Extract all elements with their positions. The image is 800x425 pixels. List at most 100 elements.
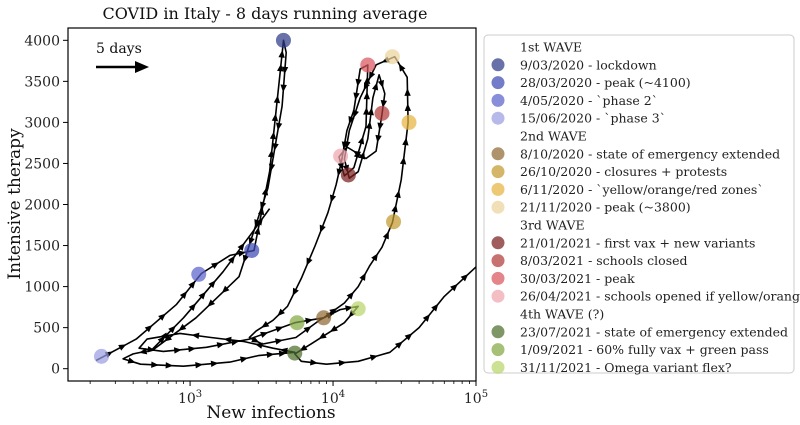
direction-arrow — [363, 107, 370, 115]
direction-arrow — [216, 342, 225, 349]
x-tick-label: 104 — [321, 389, 345, 407]
legend-marker — [491, 254, 505, 268]
legend-marker — [491, 111, 505, 125]
event-point — [275, 32, 291, 48]
direction-arrow — [371, 82, 379, 91]
direction-arrow — [329, 325, 338, 332]
event-point — [340, 167, 356, 183]
direction-arrow — [431, 303, 439, 312]
legend-label: 28/03/2020 - peak (~4100) — [520, 75, 691, 90]
y-tick-label: 2000 — [24, 198, 60, 214]
legend-marker — [491, 325, 505, 339]
direction-arrow — [279, 347, 288, 354]
legend-marker — [491, 236, 505, 250]
direction-arrow — [346, 291, 354, 300]
direction-arrow — [329, 194, 337, 203]
legend-label: 23/07/2021 - state of emergency extended — [520, 324, 788, 339]
direction-arrow — [188, 303, 197, 312]
direction-arrow — [280, 84, 287, 93]
legend-marker — [491, 165, 505, 179]
event-point — [244, 242, 260, 258]
trajectory-series — [95, 39, 477, 369]
direction-arrow — [402, 137, 409, 146]
direction-arrow — [404, 103, 412, 111]
direction-arrow — [179, 291, 188, 300]
direction-arrow — [242, 254, 249, 263]
y-tick-label: 3500 — [24, 74, 60, 90]
direction-arrow — [303, 326, 312, 334]
direction-arrow — [221, 285, 230, 294]
direction-arrow — [278, 50, 285, 58]
y-tick-label: 3000 — [24, 115, 60, 131]
direction-arrow — [210, 360, 219, 367]
direction-arrow — [281, 66, 289, 75]
direction-arrow — [355, 78, 362, 87]
direction-arrow — [260, 201, 267, 210]
direction-arrow — [151, 361, 159, 368]
event-markers — [93, 32, 417, 364]
x-axis-ticks: 103 104 105 — [89, 381, 488, 407]
direction-arrow — [267, 149, 275, 158]
event-point — [289, 315, 305, 331]
legend-label: 31/11/2021 - Omega variant flex? — [520, 360, 732, 375]
legend-label: 1/09/2021 - 60% fully vax + green pass — [520, 342, 769, 357]
direction-arrow — [380, 100, 388, 108]
legend: 1st WAVE 9/03/2020 - lockdown 28/03/2020 -… — [483, 34, 800, 375]
direction-arrow — [377, 79, 384, 89]
event-point — [374, 105, 390, 121]
legend-items: 1st WAVE 9/03/2020 - lockdown 28/03/2020 -… — [491, 40, 800, 375]
direction-arrow — [195, 362, 203, 369]
direction-arrow — [353, 150, 360, 159]
x-tick-exponent: 4 — [339, 389, 345, 400]
direction-arrow — [341, 141, 349, 150]
event-point — [191, 266, 207, 282]
legend-marker — [491, 76, 505, 90]
plot-frame — [67, 27, 477, 382]
y-tick-label: 500 — [33, 321, 60, 337]
direction-arrow — [399, 156, 407, 165]
direction-arrow — [268, 163, 276, 172]
legend-header: 1st WAVE — [520, 40, 582, 55]
legend-header: 4th WAVE (?) — [520, 307, 604, 322]
x-axis-label: New infections — [206, 403, 335, 423]
legend-marker — [491, 58, 505, 72]
direction-arrow — [404, 88, 411, 96]
direction-arrow — [337, 162, 344, 171]
direction-arrow — [305, 317, 314, 325]
legend-label: 26/04/2021 - schools opened if yellow/or… — [520, 289, 800, 304]
direction-arrow — [237, 242, 245, 251]
x-tick-base: 10 — [321, 391, 339, 407]
direction-arrow — [158, 313, 166, 321]
direction-arrow — [369, 71, 376, 80]
direction-arrow — [353, 92, 360, 101]
legend-header: 3rd WAVE — [520, 218, 585, 233]
legend-label: 8/03/2021 - schools closed — [520, 253, 688, 268]
direction-arrow — [275, 326, 284, 333]
direction-arrow — [191, 332, 200, 340]
y-tick-label: 0 — [51, 362, 60, 378]
x-tick-label: 103 — [178, 389, 202, 407]
direction-arrow — [261, 321, 270, 328]
legend-label: 30/03/2021 - peak — [520, 271, 635, 286]
y-tick-label: 1500 — [24, 239, 60, 255]
direction-arrow — [272, 143, 279, 151]
legend-marker — [491, 271, 505, 285]
legend-marker — [491, 93, 505, 107]
direction-arrow — [352, 109, 359, 118]
direction-arrow — [460, 273, 469, 282]
direction-arrow — [367, 107, 374, 116]
direction-arrow — [159, 332, 168, 339]
direction-arrow — [256, 217, 264, 226]
direction-arrow — [365, 121, 373, 129]
legend-label: 15/06/2020 - `phase 3` — [520, 111, 666, 126]
direction-arrow — [292, 287, 299, 296]
direction-arrow — [188, 280, 196, 289]
direction-arrow — [306, 257, 313, 266]
direction-arrow — [157, 336, 166, 344]
legend-marker — [491, 200, 505, 214]
direction-arrow — [273, 95, 281, 104]
x-tick-label: 105 — [464, 389, 488, 407]
direction-arrow — [208, 280, 216, 289]
direction-arrow — [358, 151, 366, 160]
